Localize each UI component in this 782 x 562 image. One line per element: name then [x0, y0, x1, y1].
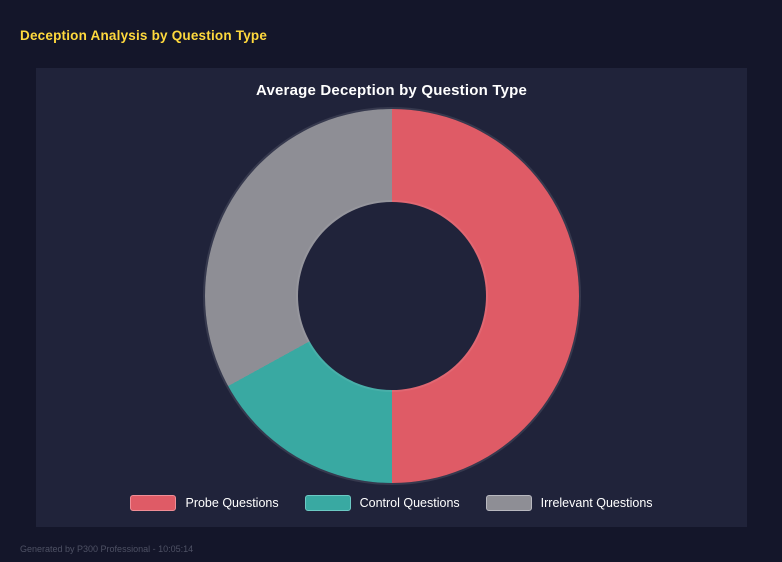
legend-label-probe-questions: Probe Questions	[185, 496, 279, 510]
legend-swatch-irrelevant-icon	[485, 495, 532, 511]
legend-label-irrelevant-questions: Irrelevant Questions	[540, 496, 653, 510]
page-title: Deception Analysis by Question Type	[20, 28, 268, 43]
chart-legend: Probe Questions Control Questions Irrele…	[130, 495, 653, 511]
footer-status: Generated by P300 Professional - 10:05:1…	[20, 544, 194, 554]
donut-hole	[297, 202, 486, 390]
legend-swatch-probe-icon	[130, 495, 177, 511]
donut-chart	[204, 109, 579, 483]
chart-title: Average Deception by Question Type	[255, 82, 528, 99]
legend-item-control-questions[interactable]: Control Questions	[304, 495, 460, 511]
chart-panel: Average Deception by Question Type Probe…	[36, 68, 747, 527]
legend-label-control-questions: Control Questions	[359, 496, 460, 510]
legend-swatch-control-icon	[304, 495, 351, 511]
legend-item-probe-questions[interactable]: Probe Questions	[130, 495, 279, 511]
legend-item-irrelevant-questions[interactable]: Irrelevant Questions	[485, 495, 653, 511]
